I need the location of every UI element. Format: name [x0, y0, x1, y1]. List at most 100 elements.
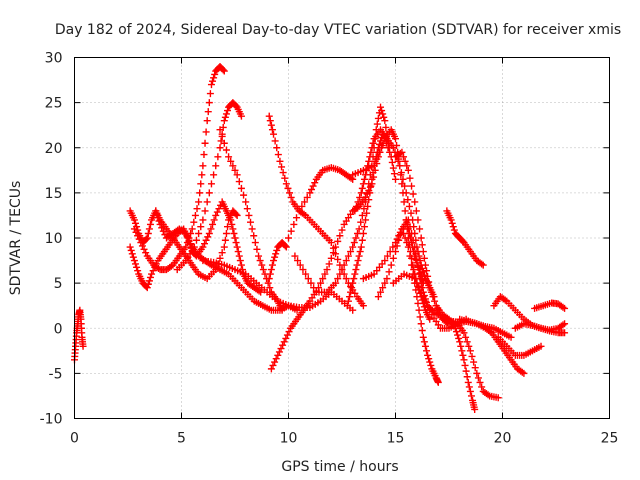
data-point	[411, 198, 419, 206]
data-point	[332, 243, 340, 251]
data-point	[403, 220, 411, 228]
series-sat-i	[265, 112, 367, 310]
data-point	[382, 123, 390, 131]
series-sat-f	[152, 207, 241, 283]
data-point	[457, 342, 465, 350]
data-point	[143, 284, 151, 292]
data-point	[266, 284, 274, 292]
data-point	[138, 242, 146, 250]
data-point	[259, 266, 267, 274]
data-point	[395, 236, 403, 244]
data-point	[434, 305, 442, 313]
data-point	[369, 139, 377, 147]
data-point	[406, 174, 414, 182]
data-point	[205, 189, 213, 197]
data-point	[207, 225, 215, 233]
data-point	[134, 267, 142, 275]
data-point	[363, 209, 371, 217]
data-point	[299, 266, 307, 274]
data-point	[396, 149, 404, 157]
data-point	[362, 216, 370, 224]
data-point	[275, 348, 283, 356]
data-point	[219, 66, 227, 74]
data-point	[463, 373, 471, 381]
data-point	[358, 184, 366, 192]
data-point	[282, 180, 290, 188]
data-point	[307, 279, 315, 287]
data-point	[207, 180, 215, 188]
data-point	[464, 378, 472, 386]
series-sat-y	[490, 293, 569, 334]
data-point	[470, 358, 478, 366]
data-point	[222, 146, 230, 154]
data-point	[417, 320, 425, 328]
data-point	[418, 327, 426, 335]
data-point	[387, 261, 395, 269]
y-tick-label: -10	[40, 412, 63, 428]
data-point	[222, 229, 230, 237]
data-point	[356, 193, 364, 201]
data-point	[201, 139, 209, 147]
data-point	[264, 279, 272, 287]
data-point	[360, 175, 368, 183]
data-point	[267, 121, 275, 129]
data-point	[460, 329, 468, 337]
data-point	[390, 170, 398, 178]
data-point	[419, 293, 427, 301]
data-point	[130, 225, 138, 233]
y-tick-label: 20	[45, 141, 63, 157]
data-point	[338, 226, 346, 234]
data-point	[409, 190, 417, 198]
data-point	[426, 284, 434, 292]
data-point	[437, 312, 445, 320]
data-point	[332, 279, 340, 287]
data-point	[359, 180, 367, 188]
data-point	[424, 302, 432, 310]
data-point	[412, 255, 420, 263]
data-point	[142, 249, 150, 257]
data-point	[405, 229, 413, 237]
data-point	[201, 207, 209, 215]
data-point	[301, 198, 309, 206]
data-point	[408, 261, 416, 269]
data-point	[225, 153, 233, 161]
data-point	[258, 261, 266, 269]
data-point	[373, 120, 381, 128]
data-point	[140, 245, 148, 253]
data-point	[358, 236, 366, 244]
data-point	[251, 239, 259, 247]
data-point	[402, 216, 410, 224]
data-point	[347, 248, 355, 256]
data-point	[389, 164, 397, 172]
data-point	[286, 189, 294, 197]
data-point	[131, 219, 139, 227]
data-point	[414, 299, 422, 307]
data-point	[401, 157, 409, 165]
data-point	[302, 270, 310, 278]
data-point	[426, 358, 434, 366]
data-point	[295, 207, 303, 215]
data-point	[365, 157, 373, 165]
data-point	[130, 216, 138, 224]
data-point	[364, 202, 372, 210]
data-point	[424, 351, 432, 359]
data-point	[329, 249, 337, 257]
data-point	[409, 243, 417, 251]
data-point	[462, 367, 470, 375]
data-point	[392, 135, 399, 143]
series-sat-q	[359, 225, 442, 386]
data-point	[240, 191, 248, 199]
data-point	[416, 269, 424, 277]
data-point	[424, 272, 432, 280]
data-point	[199, 162, 207, 170]
data-point	[474, 374, 482, 382]
data-point	[230, 229, 238, 237]
data-point	[281, 174, 289, 182]
data-point	[325, 260, 333, 268]
x-tick-label: 25	[601, 431, 619, 447]
data-point	[204, 233, 212, 241]
data-point	[559, 321, 567, 329]
data-point	[377, 103, 385, 111]
data-point	[191, 211, 199, 219]
data-point	[131, 260, 139, 268]
